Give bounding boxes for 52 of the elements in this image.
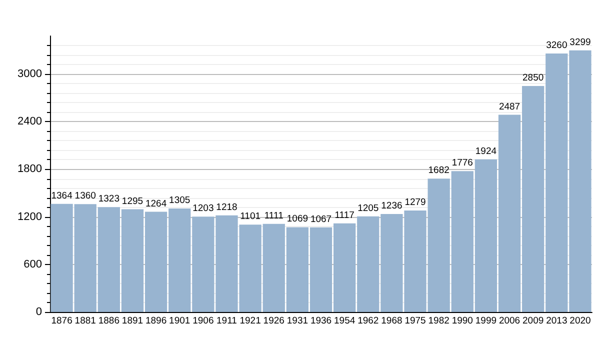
x-tick-label: 1975 <box>404 316 426 326</box>
x-tick-label: 1906 <box>192 316 214 326</box>
x-tick-label: 1954 <box>334 316 356 326</box>
data-label: 1323 <box>98 194 120 205</box>
y-tick-label: 3000 <box>18 68 42 80</box>
data-label: 1295 <box>122 196 144 207</box>
data-label: 1111 <box>264 210 284 222</box>
data-label: 1236 <box>381 200 402 212</box>
x-tick-label: 1901 <box>169 316 190 326</box>
x-tick-label: 1990 <box>452 316 473 326</box>
data-label: 1279 <box>404 197 426 208</box>
data-label: 1264 <box>145 198 167 210</box>
data-label: 1205 <box>358 202 379 214</box>
data-label: 1069 <box>286 214 308 225</box>
x-tick-label: 1936 <box>310 316 332 326</box>
x-tick-label: 1999 <box>475 316 497 326</box>
data-label: 1067 <box>310 214 332 225</box>
data-label: 3299 <box>570 36 591 48</box>
x-tick-label: 2009 <box>522 316 544 326</box>
data-label: 1924 <box>475 146 497 157</box>
data-label: 1101 <box>240 211 261 222</box>
x-tick-label: 2006 <box>498 316 520 326</box>
y-tick-label: 600 <box>24 258 42 270</box>
data-label: 1218 <box>216 202 238 213</box>
data-label: 1364 <box>51 190 72 202</box>
x-tick-label: 2013 <box>546 316 568 326</box>
data-label: 1360 <box>74 190 96 202</box>
x-tick-label: 1982 <box>428 316 450 326</box>
data-label: 3260 <box>546 40 568 51</box>
data-label: 1203 <box>192 203 214 214</box>
y-tick-label: 1800 <box>18 163 42 176</box>
data-label: 1776 <box>452 158 473 169</box>
data-label: 1682 <box>428 165 450 176</box>
x-tick-label: 1891 <box>122 316 144 326</box>
x-tick-label: 1962 <box>358 316 379 326</box>
y-tick-label: 2400 <box>18 116 42 128</box>
x-tick-label: 1881 <box>74 316 96 326</box>
x-tick-label: 1926 <box>263 316 284 326</box>
x-tick-label: 1968 <box>381 316 402 326</box>
data-label: 1117 <box>334 210 354 221</box>
y-tick-label: 0 <box>36 306 42 318</box>
x-tick-label: 1931 <box>286 316 308 326</box>
x-tick-label: 1896 <box>145 316 167 326</box>
x-tick-label: 1886 <box>98 316 120 326</box>
data-label: 1305 <box>169 195 190 206</box>
data-label: 2487 <box>498 101 520 112</box>
x-tick-label: 2020 <box>570 316 591 326</box>
y-tick-label: 1200 <box>18 210 42 223</box>
x-tick-label: 1921 <box>240 316 261 326</box>
x-tick-label: 1876 <box>51 316 72 326</box>
x-tick-label: 1911 <box>216 316 237 326</box>
data-label: 2850 <box>522 72 544 84</box>
